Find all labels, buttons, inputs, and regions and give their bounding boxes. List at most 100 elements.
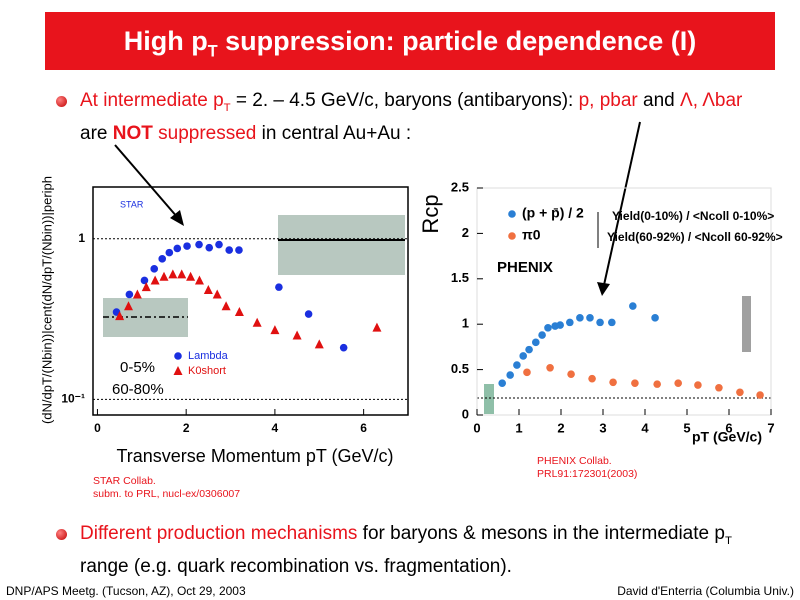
data-point xyxy=(586,314,594,322)
data-point xyxy=(275,283,283,291)
data-point xyxy=(756,391,764,399)
data-point xyxy=(304,310,313,318)
legend-marker xyxy=(508,232,516,240)
data-point xyxy=(183,242,191,250)
data-point xyxy=(150,275,160,285)
data-point xyxy=(506,371,514,379)
data-point xyxy=(556,321,564,329)
y-tick-label: 2.5 xyxy=(451,179,469,194)
legend-label: π0 xyxy=(522,227,541,243)
x-tick-label: 1 xyxy=(515,420,522,435)
data-point xyxy=(519,352,527,360)
y-tick-label: 1.5 xyxy=(451,270,469,285)
data-point xyxy=(546,363,554,372)
data-point xyxy=(158,255,167,263)
data-point xyxy=(372,322,382,332)
data-point xyxy=(141,282,151,292)
data-point xyxy=(168,269,178,279)
bullet: At intermediate pT = 2. – 4.5 GeV/c, bar… xyxy=(80,88,770,147)
text: are xyxy=(80,122,113,144)
plot-frame xyxy=(476,187,772,416)
data-point xyxy=(225,246,234,254)
caption: PHENIX Collab. xyxy=(537,455,612,467)
data-point xyxy=(186,271,196,281)
data-point xyxy=(532,338,540,347)
data-point xyxy=(221,301,231,311)
text: suppressed xyxy=(152,122,257,144)
data-point xyxy=(177,269,187,279)
data-point xyxy=(736,388,744,397)
data-point xyxy=(674,379,682,388)
x-tick-label: 0 xyxy=(473,420,480,435)
data-point xyxy=(653,380,661,388)
data-point xyxy=(629,302,637,310)
text: T xyxy=(724,534,732,547)
text: in central Au+Au : xyxy=(256,122,412,144)
legend-label: K0short xyxy=(188,365,226,377)
bullet-icon xyxy=(56,529,67,540)
slide-title: High pT suppression: particle dependence… xyxy=(45,12,775,70)
x-tick-label: 4 xyxy=(272,421,279,435)
data-point xyxy=(609,378,617,387)
data-point xyxy=(567,370,575,378)
arrow-head xyxy=(597,282,610,296)
annotation: STAR xyxy=(120,199,144,209)
data-point xyxy=(544,324,552,332)
data-point xyxy=(631,379,639,388)
x-tick-label: 4 xyxy=(641,420,649,435)
text: T xyxy=(223,101,231,114)
data-point xyxy=(252,317,262,327)
data-point xyxy=(132,289,142,299)
text: NOT xyxy=(112,122,153,144)
legend-marker xyxy=(173,366,183,375)
text: for baryons & mesons in the intermediate… xyxy=(357,523,725,544)
syst-box xyxy=(278,215,405,275)
annotation: 60-80% xyxy=(112,381,164,398)
caption: PRL91:172301(2003) xyxy=(537,468,637,480)
legend-marker xyxy=(174,352,182,360)
data-point xyxy=(596,318,604,327)
annotation: Yield(60-92%) / <Ncoll 60-92%> xyxy=(607,230,783,244)
data-point xyxy=(608,318,616,327)
data-point xyxy=(194,275,204,285)
x-tick-label: 6 xyxy=(360,421,367,435)
data-point xyxy=(195,240,203,249)
data-point xyxy=(651,314,659,322)
data-point xyxy=(525,345,533,354)
x-tick-label: 3 xyxy=(599,420,606,435)
y-tick-label: 0.5 xyxy=(451,361,469,376)
data-point xyxy=(513,361,521,369)
x-tick-label: 2 xyxy=(183,421,190,435)
syst-box xyxy=(742,296,751,352)
text: p, pbar xyxy=(578,90,638,111)
caption: subm. to PRL, nucl-ex/0306007 xyxy=(93,488,240,500)
data-point xyxy=(523,368,531,377)
data-point xyxy=(150,265,159,273)
data-point xyxy=(566,318,574,327)
syst-box xyxy=(484,384,494,414)
text: and xyxy=(637,90,681,111)
x-tick-label: 5 xyxy=(683,420,690,435)
x-tick-label: 0 xyxy=(94,421,101,435)
legend-marker xyxy=(508,210,516,218)
annotation: PHENIX xyxy=(497,259,553,276)
data-point xyxy=(165,248,174,257)
data-point xyxy=(292,330,302,340)
annotation: Yield(0-10%) / <Ncoll 0-10%> xyxy=(612,209,774,223)
data-point xyxy=(234,307,244,317)
legend-label: (p + p̄) / 2 xyxy=(522,205,584,221)
caption: STAR Collab. xyxy=(93,475,156,487)
data-point xyxy=(314,339,324,349)
arrow xyxy=(114,144,179,219)
arrow xyxy=(603,121,641,286)
title-text: suppression: particle dependence (I) xyxy=(217,26,697,56)
data-point xyxy=(159,271,169,281)
footer-right: David d'Enterria (Columbia Univ.) xyxy=(617,584,794,598)
text: Λ, Λbar xyxy=(680,90,743,111)
footer-left: DNP/APS Meetg. (Tucson, AZ), Oct 29, 200… xyxy=(6,584,246,598)
data-point xyxy=(715,383,723,392)
x-tick-label: 6 xyxy=(725,420,732,435)
y-axis-label: Rcp xyxy=(418,194,443,233)
